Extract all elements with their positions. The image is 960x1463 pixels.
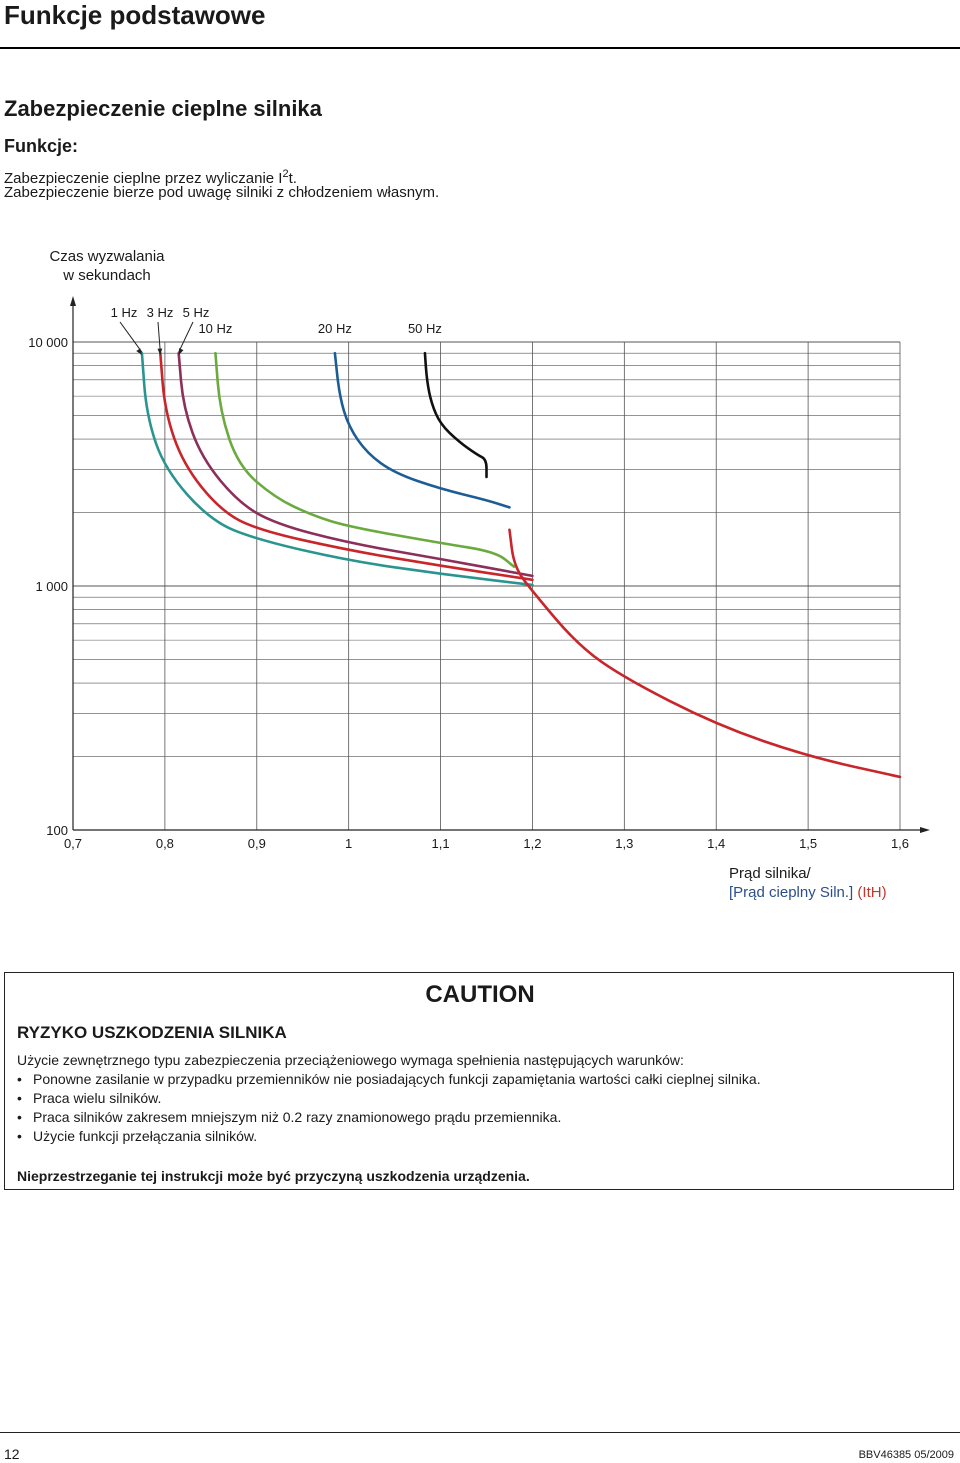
functions-label: Funkcje: xyxy=(4,136,79,156)
x-tick-label: 1,2 xyxy=(523,836,541,851)
legend-pointer-line xyxy=(157,321,161,353)
caution-bullet-text: Ponowne zasilanie w przypadku przemienni… xyxy=(33,1071,761,1087)
x-tick-label: 0,7 xyxy=(64,836,82,851)
caution-bullet-item: • Praca wielu silników. xyxy=(17,1090,161,1106)
x-axis-label-line1: Prąd silnika/ xyxy=(729,865,812,882)
series-layer xyxy=(140,351,902,779)
x-tick-label: 1,1 xyxy=(432,836,450,851)
y-tick-label: 10 000 xyxy=(28,335,68,350)
y-tick-label: 100 xyxy=(46,823,68,838)
y-axis-label-line1: Czas wyzwalania xyxy=(49,248,165,265)
caution-title: CAUTION xyxy=(425,981,535,1008)
x-axis-arrow-icon xyxy=(920,827,930,833)
series-line xyxy=(214,351,516,568)
bullet-icon: • xyxy=(17,1071,22,1087)
series-line xyxy=(140,351,534,587)
document-code: BBV46385 05/2009 xyxy=(858,1449,954,1461)
caution-bullet-item: • Ponowne zasilanie w przypadku przemienn… xyxy=(17,1071,761,1087)
series-line xyxy=(177,351,534,578)
legend-pointer-arrow-icon xyxy=(157,348,163,356)
x-tick-label: 1,4 xyxy=(707,836,725,851)
bullet-icon: • xyxy=(17,1128,22,1144)
legend-pointer-arrow-icon xyxy=(136,348,142,356)
series-line xyxy=(423,351,488,479)
body-line-2: Zabezpieczenie bierze pod uwagę silniki … xyxy=(4,184,440,201)
bullet-icon: • xyxy=(17,1090,22,1106)
caution-heading: RYZYKO USZKODZENIA SILNIKA xyxy=(17,1023,287,1042)
series-line xyxy=(333,351,511,509)
body-line-1-text: Zabezpieczenie cieplne przez wyliczanie … xyxy=(4,170,283,187)
section-title: Zabezpieczenie cieplne silnika xyxy=(4,96,322,121)
legend-pointers xyxy=(119,321,194,356)
caution-final-warning: Nieprzestrzeganie tej instrukcji może by… xyxy=(17,1168,530,1184)
series-label: 1 Hz xyxy=(111,305,138,320)
x-axis-label-ith: (ItH) xyxy=(853,884,886,901)
body-line-1-superscript: 2 xyxy=(282,168,289,180)
body-line-1: Zabezpieczenie cieplne przez wyliczanie … xyxy=(4,165,297,188)
series-label: 3 Hz xyxy=(147,305,174,320)
caution-bullet-item: • Użycie funkcji przełączania silników. xyxy=(17,1128,257,1144)
page-title: Funkcje podstawowe xyxy=(4,0,266,30)
series-label: 5 Hz xyxy=(183,305,210,320)
title-divider xyxy=(0,47,960,49)
footer-divider xyxy=(0,1432,960,1433)
chart-labels: Czas wyzwalania w sekundach Prąd silnika… xyxy=(49,248,886,901)
trip-time-chart: Czas wyzwalania w sekundach Prąd silnika… xyxy=(28,248,930,901)
x-tick-label: 0,9 xyxy=(248,836,266,851)
x-tick-labels: 0,7 0,8 0,9 1 1,1 1,2 1,3 1,4 1,5 1,6 xyxy=(64,836,909,851)
series-label: 20 Hz xyxy=(318,321,352,336)
series-label: 10 Hz xyxy=(198,321,232,336)
page-number: 12 xyxy=(4,1446,20,1462)
caution-bullet-text: Praca silników zakresem mniejszym niż 0.… xyxy=(33,1109,562,1125)
x-tick-label: 1,5 xyxy=(799,836,817,851)
legend-pointer-line xyxy=(119,321,143,353)
x-tick-label: 1,6 xyxy=(891,836,909,851)
y-axis-label-line2: w sekundach xyxy=(62,267,151,284)
x-axis-label-unit: [Prąd cieplny Siln.] xyxy=(729,884,853,901)
body-line-1-suffix: t. xyxy=(288,170,297,187)
chart-axes xyxy=(70,296,930,833)
y-tick-labels: 10 000 1 000 100 xyxy=(28,335,68,838)
x-tick-label: 1,3 xyxy=(615,836,633,851)
y-axis-arrow-icon xyxy=(70,296,76,306)
x-axis-label-line2: [Prąd cieplny Siln.] (ItH) xyxy=(729,884,887,901)
bullet-icon: • xyxy=(17,1109,22,1125)
legend-pointer-arrow-icon xyxy=(178,348,184,356)
x-tick-label: 0,8 xyxy=(156,836,174,851)
caution-bullet-text: Użycie funkcji przełączania silników. xyxy=(33,1128,258,1144)
y-tick-label: 1 000 xyxy=(35,579,68,594)
series-line xyxy=(508,528,902,779)
chart-grid xyxy=(72,341,901,831)
series-line xyxy=(158,351,534,582)
caution-bullet-text: Praca wielu silników. xyxy=(33,1090,162,1106)
caution-lead: Użycie zewnętrznego typu zabezpieczenia … xyxy=(17,1052,684,1068)
series-label: 50 Hz xyxy=(408,321,442,336)
x-tick-label: 1 xyxy=(345,836,352,851)
caution-box: CAUTION RYZYKO USZKODZENIA SILNIKA Użyci… xyxy=(4,972,954,1190)
caution-bullet-item: • Praca silników zakresem mniejszym niż 0… xyxy=(17,1109,561,1125)
legend-pointer-line xyxy=(178,321,194,353)
